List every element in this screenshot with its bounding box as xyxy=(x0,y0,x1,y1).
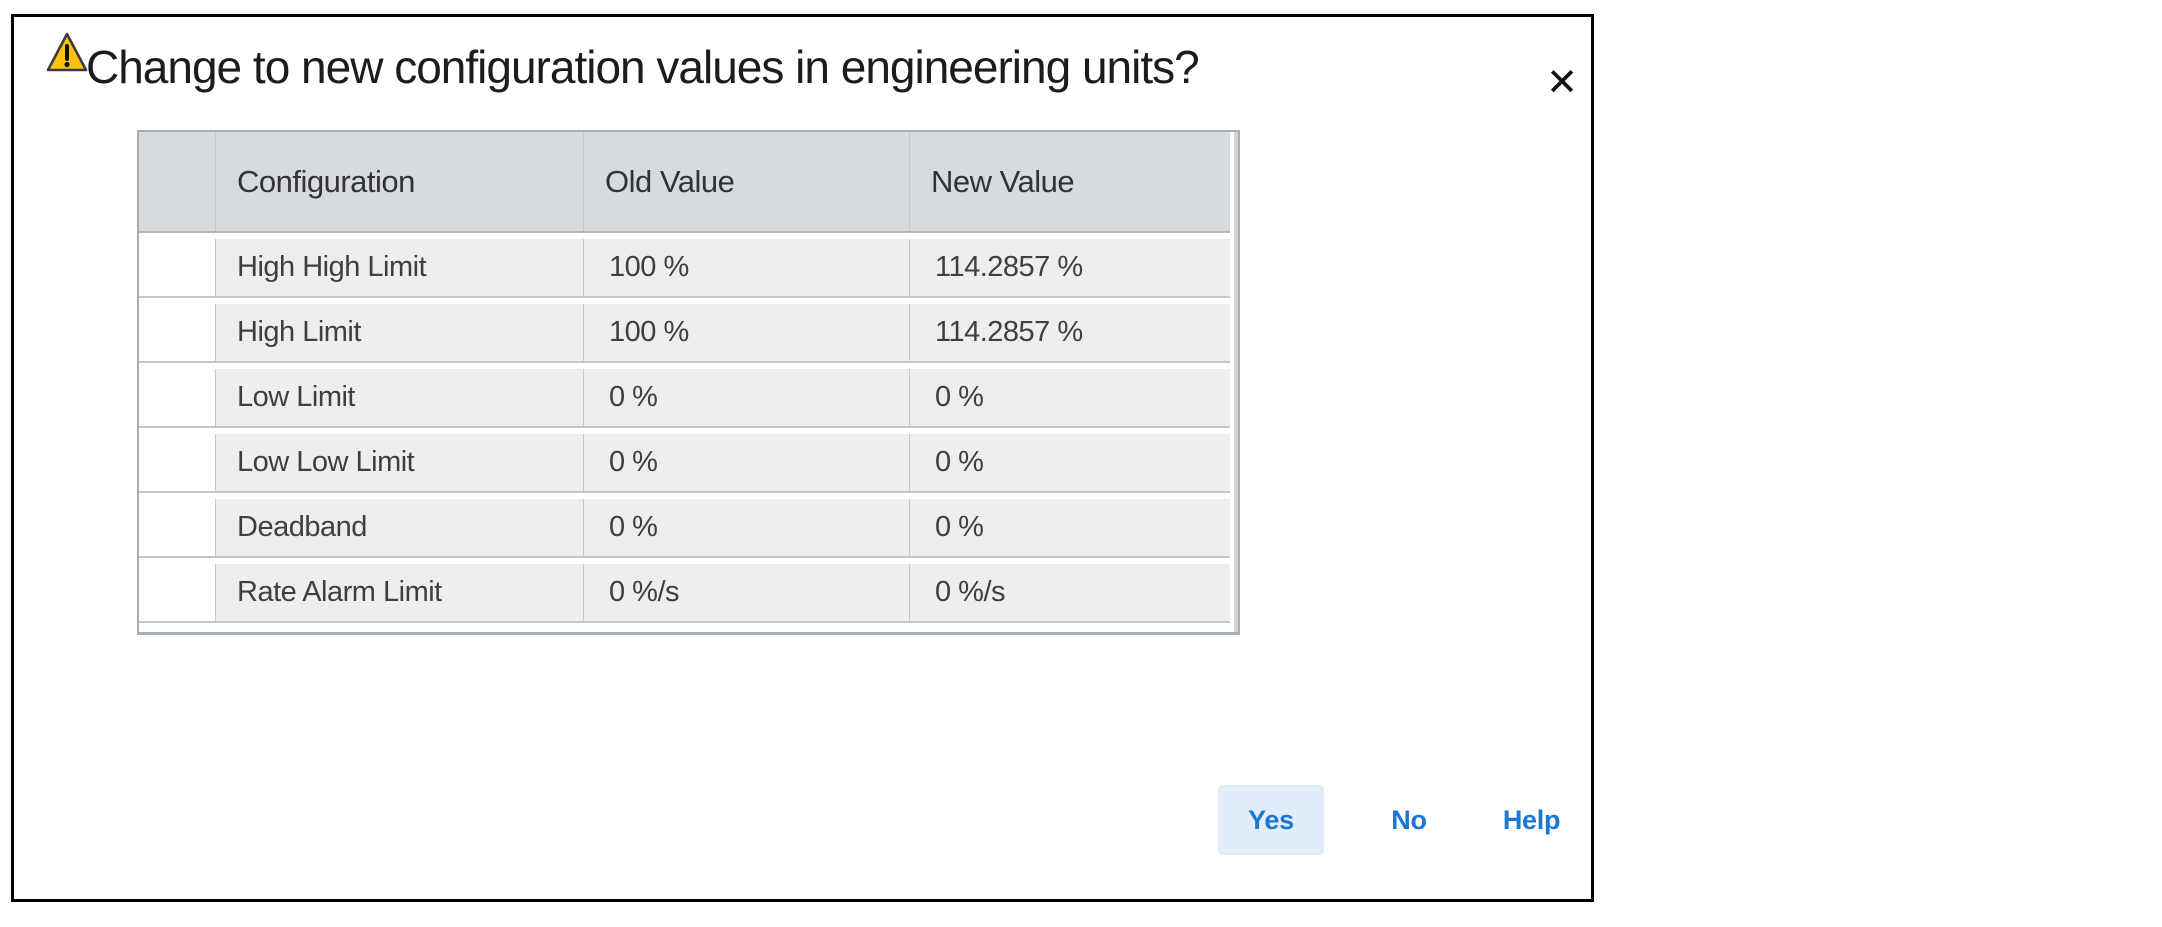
configuration-cell: High High Limit xyxy=(215,239,583,296)
row-selector-cell[interactable] xyxy=(139,499,215,556)
row-selector-cell[interactable] xyxy=(139,369,215,426)
new-value-cell: 0 %/s xyxy=(909,564,1230,621)
configuration-cell: Deadband xyxy=(215,499,583,556)
new-value-cell: 0 % xyxy=(909,434,1230,491)
configuration-cell: High Limit xyxy=(215,304,583,361)
configuration-cell: Rate Alarm Limit xyxy=(215,564,583,621)
old-value-cell: 0 %/s xyxy=(583,564,909,621)
column-header-new-value: New Value xyxy=(909,132,1230,231)
table-row: Low Limit 0 % 0 % xyxy=(139,369,1230,428)
column-header-old-value: Old Value xyxy=(583,132,909,231)
yes-button[interactable]: Yes xyxy=(1218,785,1324,855)
old-value-cell: 0 % xyxy=(583,499,909,556)
configuration-cell: Low Low Limit xyxy=(215,434,583,491)
change-config-dialog: Change to new configuration values in en… xyxy=(11,14,1594,902)
configuration-cell: Low Limit xyxy=(215,369,583,426)
old-value-cell: 0 % xyxy=(583,369,909,426)
help-button[interactable]: Help xyxy=(1484,785,1579,855)
column-header-configuration: Configuration xyxy=(215,132,583,231)
row-selector-cell[interactable] xyxy=(139,564,215,621)
table-body: Configuration Old Value New Value High H… xyxy=(139,132,1230,632)
new-value-cell: 114.2857 % xyxy=(909,239,1230,296)
table-right-edge-strip xyxy=(1232,132,1238,632)
warning-triangle-icon xyxy=(46,32,88,72)
no-button[interactable]: No xyxy=(1364,785,1454,855)
old-value-cell: 0 % xyxy=(583,434,909,491)
table-row: High Limit 100 % 114.2857 % xyxy=(139,304,1230,363)
table-row: Rate Alarm Limit 0 %/s 0 %/s xyxy=(139,564,1230,623)
new-value-cell: 114.2857 % xyxy=(909,304,1230,361)
old-value-cell: 100 % xyxy=(583,239,909,296)
row-selector-cell[interactable] xyxy=(139,239,215,296)
table-header-row: Configuration Old Value New Value xyxy=(139,132,1230,233)
config-values-table: Configuration Old Value New Value High H… xyxy=(137,130,1240,635)
row-selector-cell[interactable] xyxy=(139,304,215,361)
new-value-cell: 0 % xyxy=(909,499,1230,556)
row-selector-header-cell xyxy=(139,132,215,231)
old-value-cell: 100 % xyxy=(583,304,909,361)
new-value-cell: 0 % xyxy=(909,369,1230,426)
table-row: Deadband 0 % 0 % xyxy=(139,499,1230,558)
dialog-title: Change to new configuration values in en… xyxy=(86,41,1200,93)
table-row: High High Limit 100 % 114.2857 % xyxy=(139,239,1230,298)
row-selector-cell[interactable] xyxy=(139,434,215,491)
close-icon[interactable]: ✕ xyxy=(1546,62,1578,104)
table-row: Low Low Limit 0 % 0 % xyxy=(139,434,1230,493)
